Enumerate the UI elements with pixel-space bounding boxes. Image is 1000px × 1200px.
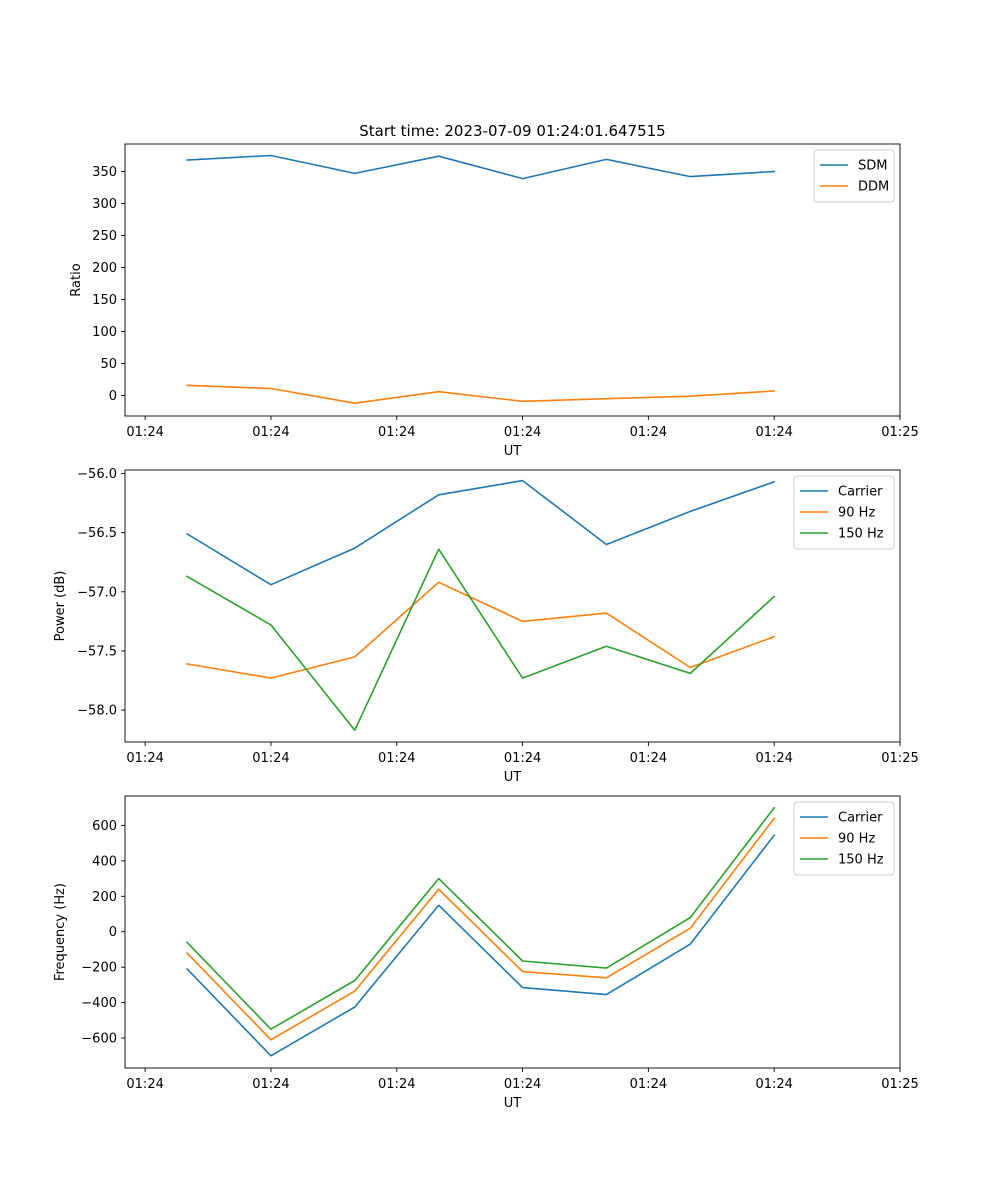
series-line-carrier: [185, 834, 776, 1057]
y-tick-label: 200: [92, 890, 117, 905]
axes-frame: [124, 143, 901, 417]
x-tick-label: 01:24: [378, 1077, 415, 1092]
x-tick-label: 01:24: [378, 425, 415, 440]
x-tick-label: 01:24: [630, 1077, 667, 1092]
y-tick-label: 150: [92, 293, 117, 308]
y-tick-label: 50: [100, 357, 117, 372]
y-tick-label: −600: [81, 1032, 117, 1047]
legend: SDM DDM: [813, 149, 895, 203]
legend-label: 150 Hz: [838, 527, 884, 542]
x-tick-label: 01:25: [881, 425, 918, 440]
series-line-90-hz: [185, 817, 776, 1041]
x-tick-label: 01:24: [755, 425, 792, 440]
y-tick-label: 250: [92, 229, 117, 244]
x-tick-label: 01:24: [630, 751, 667, 766]
y-tick-label: −56.0: [77, 467, 117, 482]
y-tick-label: 350: [92, 165, 117, 180]
legend-label: Carrier: [838, 485, 883, 500]
axes-frame: [124, 795, 901, 1069]
x-tick-label: 01:24: [252, 751, 289, 766]
y-tick-label: 400: [92, 854, 117, 869]
legend-box: [793, 801, 895, 876]
series-line-ddm: [186, 384, 776, 405]
y-tick-label: 0: [109, 925, 117, 940]
x-tick-label: 01:24: [504, 751, 541, 766]
x-tick-label: 01:24: [504, 1077, 541, 1092]
x-axis-label: UT: [504, 770, 522, 785]
chart-title: Start time: 2023-07-09 01:24:01.647515: [359, 122, 665, 140]
x-axis-label: UT: [504, 1096, 522, 1111]
y-axis-label: Frequency (Hz): [53, 883, 68, 981]
x-tick-label: 01:24: [504, 425, 541, 440]
x-tick-label: 01:24: [378, 751, 415, 766]
y-axis-label: Power (dB): [53, 571, 68, 642]
y-tick-label: −56.5: [77, 526, 117, 541]
y-tick-label: −400: [81, 996, 117, 1011]
x-tick-label: 01:25: [881, 751, 918, 766]
y-tick-label: −58.0: [77, 704, 117, 719]
subplot-3: 01:24 01:24 01:24 01:24 01:24 01:24 01:25 −600 −…: [53, 795, 919, 1111]
series-line-90-hz: [186, 581, 776, 679]
y-tick-label: −57.0: [77, 585, 117, 600]
legend: Carrier 90 Hz 150 Hz: [793, 475, 895, 550]
x-tick-label: 01:24: [126, 751, 163, 766]
y-tick-label: 0: [109, 389, 117, 404]
axes-frame: [124, 469, 901, 743]
x-tick-label: 01:24: [252, 425, 289, 440]
legend-box: [793, 475, 895, 550]
y-axis-label: Ratio: [69, 263, 84, 296]
y-tick-label: 300: [92, 197, 117, 212]
legend-label: DDM: [858, 180, 889, 195]
legend-label: 90 Hz: [838, 832, 875, 847]
legend-label: 150 Hz: [838, 853, 884, 868]
subplot-1: 01:24 01:24 01:24 01:24 01:24 01:24 01:25 0 50 10…: [69, 122, 919, 459]
x-tick-label: 01:24: [252, 1077, 289, 1092]
x-axis-label: UT: [504, 444, 522, 459]
legend-label: Carrier: [838, 811, 883, 826]
x-tick-label: 01:24: [630, 425, 667, 440]
legend-label: 90 Hz: [838, 506, 875, 521]
x-tick-label: 01:25: [881, 1077, 918, 1092]
y-tick-label: −200: [81, 961, 117, 976]
series-line-150-hz: [185, 806, 776, 1030]
legend-box: [813, 149, 895, 203]
series-line-sdm: [186, 154, 776, 180]
legend: Carrier 90 Hz 150 Hz: [793, 801, 895, 876]
subplot-2: 01:24 01:24 01:24 01:24 01:24 01:24 01:25 −58.0…: [53, 467, 919, 785]
y-tick-label: 600: [92, 819, 117, 834]
y-tick-label: 100: [92, 325, 117, 340]
series-line-150-hz: [186, 548, 776, 732]
x-tick-label: 01:24: [126, 1077, 163, 1092]
series-line-carrier: [186, 479, 776, 586]
x-tick-label: 01:24: [755, 751, 792, 766]
x-tick-label: 01:24: [755, 1077, 792, 1092]
x-tick-label: 01:24: [126, 425, 163, 440]
y-tick-label: 200: [92, 261, 117, 276]
legend-label: SDM: [858, 159, 887, 174]
y-tick-label: −57.5: [77, 644, 117, 659]
